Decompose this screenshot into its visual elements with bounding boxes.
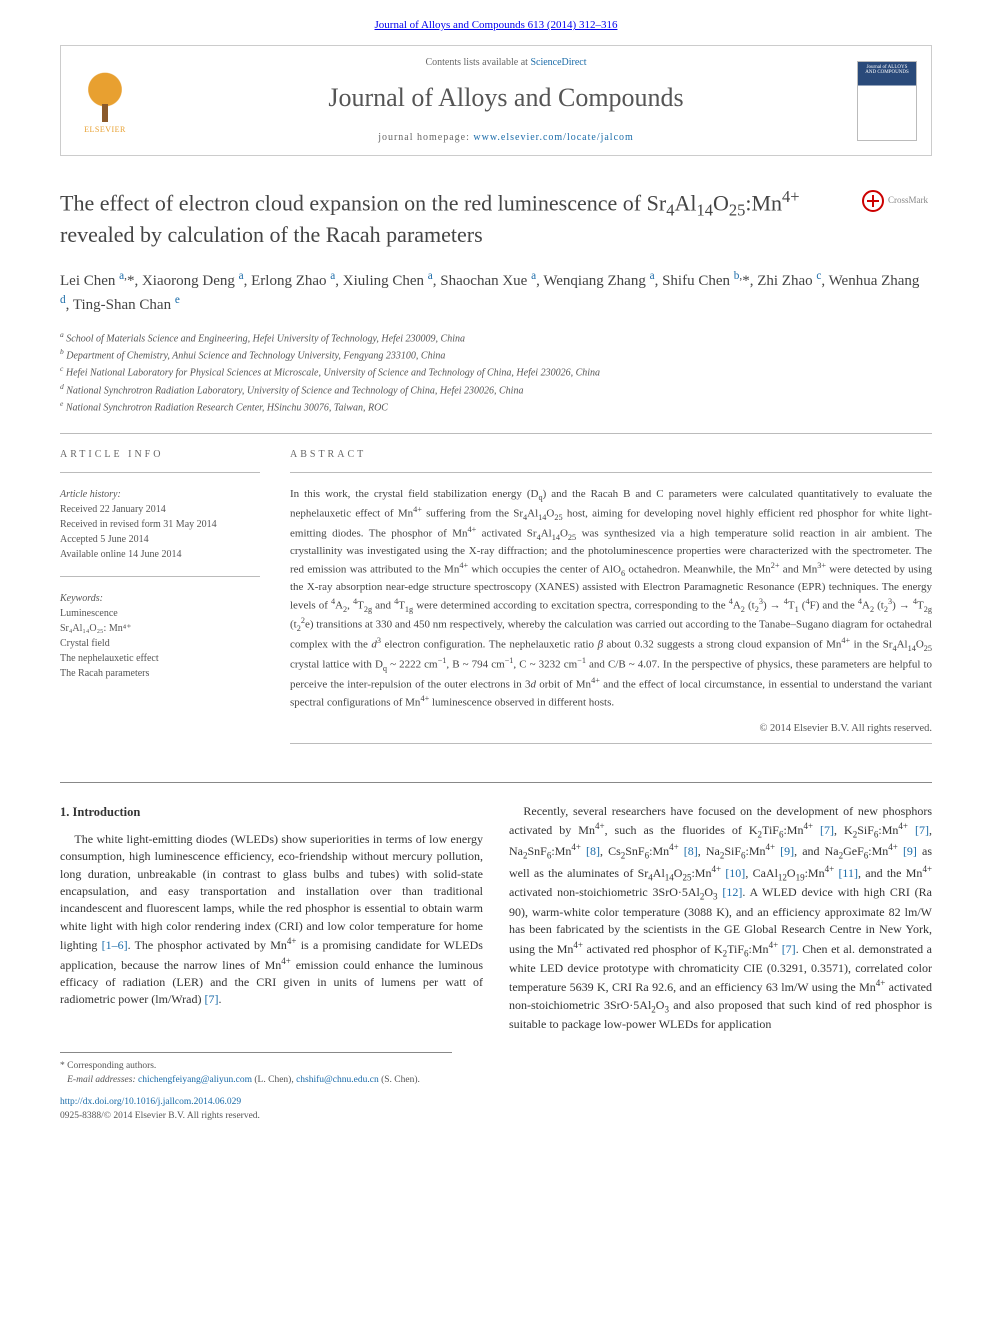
- divider: [60, 576, 260, 577]
- journal-reference: Journal of Alloys and Compounds 613 (201…: [0, 0, 992, 45]
- email-who: (L. Chen),: [254, 1075, 293, 1085]
- keyword: Crystal field: [60, 638, 110, 649]
- article-title: The effect of electron cloud expansion o…: [60, 186, 842, 250]
- divider: [60, 433, 932, 434]
- crossmark-badge[interactable]: CrossMark: [862, 190, 932, 212]
- doi-block: http://dx.doi.org/10.1016/j.jallcom.2014…: [60, 1095, 932, 1124]
- divider: [60, 472, 260, 473]
- affiliation: c Hefei National Laboratory for Physical…: [60, 363, 932, 380]
- affiliation-text: National Synchrotron Radiation Laborator…: [66, 385, 523, 396]
- elsevier-tree-icon: [80, 72, 130, 122]
- abstract-column: ABSTRACT In this work, the crystal field…: [290, 448, 932, 757]
- journal-title: Journal of Alloys and Compounds: [155, 80, 857, 116]
- issn-copyright: 0925-8388/© 2014 Elsevier B.V. All right…: [60, 1111, 260, 1121]
- email-line: E-mail addresses: chichengfeiyang@aliyun…: [60, 1073, 452, 1087]
- journal-reference-link[interactable]: Journal of Alloys and Compounds 613 (201…: [375, 19, 618, 31]
- history-item: Received in revised form 31 May 2014: [60, 519, 217, 530]
- history-label: Article history:: [60, 489, 121, 500]
- elsevier-logo[interactable]: ELSEVIER: [75, 66, 135, 136]
- email-link[interactable]: chichengfeiyang@aliyun.com: [138, 1075, 252, 1085]
- section-heading-introduction: 1. Introduction: [60, 803, 483, 821]
- footnotes-block: * Corresponding authors. E-mail addresse…: [60, 1052, 452, 1088]
- body-paragraph: The white light-emitting diodes (WLEDs) …: [60, 831, 483, 1009]
- info-abstract-row: ARTICLE INFO Article history: Received 2…: [60, 448, 932, 757]
- affiliation: a School of Materials Science and Engine…: [60, 329, 932, 346]
- keywords-block: Keywords: Luminescence Sr₄Al₁₄O₂₅: Mn⁴⁺ …: [60, 591, 260, 681]
- keyword: The nephelauxetic effect: [60, 653, 159, 664]
- sciencedirect-link[interactable]: ScienceDirect: [530, 57, 586, 68]
- corresponding-authors: * Corresponding authors.: [60, 1059, 452, 1073]
- keyword: Sr₄Al₁₄O₂₅: Mn⁴⁺: [60, 623, 131, 634]
- email-label: E-mail addresses:: [67, 1075, 136, 1085]
- affiliation-text: National Synchrotron Radiation Research …: [66, 402, 388, 413]
- affiliation: e National Synchrotron Radiation Researc…: [60, 398, 932, 415]
- affiliations-list: a School of Materials Science and Engine…: [60, 329, 932, 416]
- keywords-label: Keywords:: [60, 593, 103, 604]
- affiliation-text: School of Materials Science and Engineer…: [66, 333, 465, 344]
- affiliation-text: Department of Chemistry, Anhui Science a…: [66, 350, 445, 361]
- affiliation: b Department of Chemistry, Anhui Science…: [60, 346, 932, 363]
- article-history-block: Article history: Received 22 January 201…: [60, 487, 260, 562]
- body-two-columns: 1. Introduction The white light-emitting…: [60, 803, 932, 1034]
- journal-header-box: ELSEVIER Contents lists available at Sci…: [60, 45, 932, 155]
- crossmark-icon: [862, 190, 884, 212]
- elsevier-label: ELSEVIER: [84, 124, 126, 135]
- title-row: The effect of electron cloud expansion o…: [60, 186, 932, 268]
- article-area: The effect of electron cloud expansion o…: [0, 186, 992, 1124]
- history-item: Received 22 January 2014: [60, 504, 166, 515]
- keyword: The Racah parameters: [60, 668, 149, 679]
- keyword: Luminescence: [60, 608, 118, 619]
- authors-list: Lei Chen a,*, Xiaorong Deng a, Erlong Zh…: [60, 268, 932, 317]
- abstract-copyright: © 2014 Elsevier B.V. All rights reserved…: [290, 722, 932, 737]
- history-item: Accepted 5 June 2014: [60, 534, 149, 545]
- homepage-line: journal homepage: www.elsevier.com/locat…: [155, 131, 857, 145]
- article-info-heading: ARTICLE INFO: [60, 448, 260, 462]
- divider: [290, 472, 932, 473]
- abstract-heading: ABSTRACT: [290, 448, 932, 462]
- article-info-column: ARTICLE INFO Article history: Received 2…: [60, 448, 260, 757]
- cover-label: Journal of ALLOYS AND COMPOUNDS: [861, 65, 913, 76]
- abstract-text: In this work, the crystal field stabiliz…: [290, 487, 932, 712]
- doi-link[interactable]: http://dx.doi.org/10.1016/j.jallcom.2014…: [60, 1097, 241, 1107]
- header-center: Contents lists available at ScienceDirec…: [155, 56, 857, 144]
- homepage-link[interactable]: www.elsevier.com/locate/jalcom: [473, 132, 633, 143]
- section-divider: [60, 782, 932, 783]
- email-link[interactable]: chshifu@chnu.edu.cn: [296, 1075, 379, 1085]
- homepage-prefix: journal homepage:: [378, 132, 473, 143]
- crossmark-label: CrossMark: [888, 194, 928, 207]
- divider: [290, 743, 932, 744]
- body-paragraph: Recently, several researchers have focus…: [509, 803, 932, 1034]
- contents-prefix: Contents lists available at: [425, 57, 530, 68]
- affiliation-text: Hefei National Laboratory for Physical S…: [66, 368, 600, 379]
- journal-cover-thumbnail[interactable]: Journal of ALLOYS AND COMPOUNDS: [857, 61, 917, 141]
- email-who: (S. Chen).: [381, 1075, 420, 1085]
- history-item: Available online 14 June 2014: [60, 549, 181, 560]
- contents-available-line: Contents lists available at ScienceDirec…: [155, 56, 857, 70]
- affiliation: d National Synchrotron Radiation Laborat…: [60, 381, 932, 398]
